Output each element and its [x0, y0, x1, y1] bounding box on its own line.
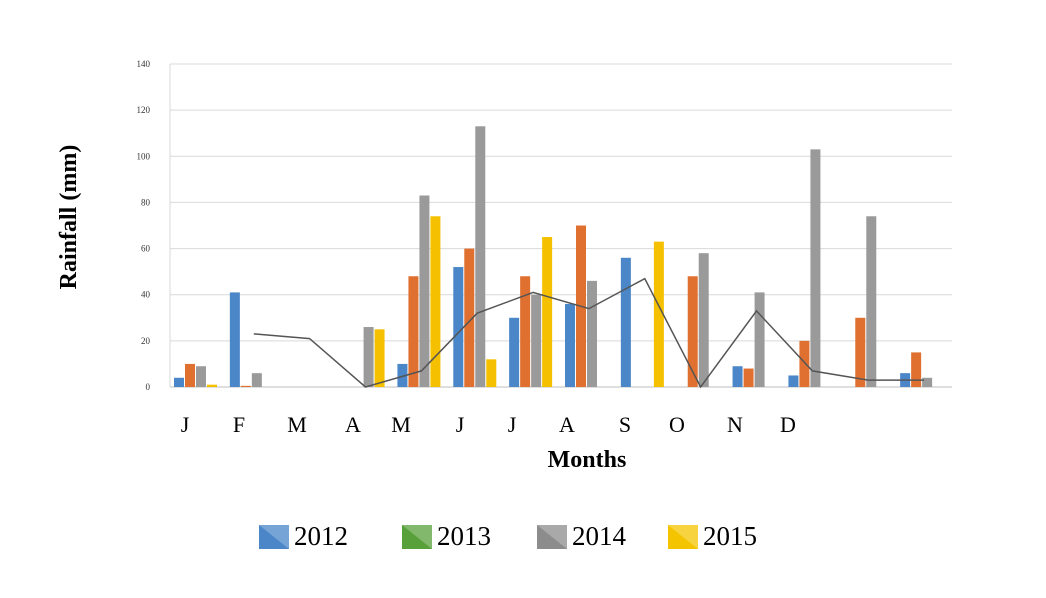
y-tick-labels: 0 20 40 60 80 100 120 140	[137, 59, 151, 392]
x-tick-label: A	[559, 412, 575, 437]
legend-swatch-shine	[668, 525, 698, 549]
x-tick-label: J	[456, 412, 465, 437]
y-tick-label: 40	[141, 290, 151, 300]
y-tick-label: 100	[137, 151, 151, 161]
x-tick-label: J	[181, 412, 190, 437]
bar-2012	[229, 292, 240, 387]
bar-2015	[374, 329, 385, 387]
legend-label: 2013	[437, 521, 491, 551]
grid-lines	[169, 63, 952, 388]
bar-2013	[240, 385, 251, 387]
trend-line	[253, 277, 925, 389]
bar-2012	[453, 267, 464, 387]
x-tick-label: M	[287, 412, 307, 437]
legend-swatch-shine	[537, 525, 567, 549]
legend-swatch-shine	[259, 525, 289, 549]
legend-label: 2014	[572, 521, 627, 551]
x-tick-label: F	[233, 412, 245, 437]
bar-2014	[251, 373, 262, 387]
bar-2012	[174, 377, 184, 387]
legend-swatch	[402, 525, 432, 549]
bar-2012	[620, 257, 631, 387]
legend-swatch	[668, 525, 698, 549]
bar-2014	[922, 377, 933, 387]
bar-2014	[698, 253, 709, 387]
bar-2013	[464, 248, 475, 387]
bar-2014	[587, 280, 597, 387]
legend: 2012 2013 2014 2015	[259, 521, 757, 551]
bar-2015	[486, 359, 497, 387]
bar-2014	[531, 294, 542, 387]
x-tick-label: J	[508, 412, 517, 437]
bar-2015	[542, 237, 553, 387]
y-tick-label: 80	[141, 197, 151, 207]
x-tick-label: S	[619, 412, 631, 437]
legend-swatch	[537, 525, 567, 549]
legend-label: 2012	[294, 521, 348, 551]
y-axis-title: Rainfall (mm)	[56, 145, 82, 290]
y-tick-label: 0	[146, 382, 151, 392]
bar-2014	[363, 327, 374, 387]
bar-2012	[397, 363, 408, 387]
trend-polyline	[253, 277, 925, 389]
y-tick-label: 60	[141, 244, 151, 254]
bar-2012	[565, 303, 575, 387]
bar-2013	[743, 368, 754, 387]
bar-2013	[855, 317, 866, 387]
bar-2013	[799, 340, 810, 387]
bar-2014	[810, 149, 821, 387]
bar-2013	[408, 276, 419, 387]
y-tick-label: 20	[141, 336, 151, 346]
bar-2012	[788, 375, 799, 387]
bar-2013	[687, 276, 698, 387]
bar-2012	[732, 366, 743, 387]
bar-2015	[653, 241, 664, 387]
bar-2014	[419, 195, 430, 387]
x-tick-label: D	[780, 412, 796, 437]
x-tick-label: M	[391, 412, 411, 437]
bar-2015	[430, 216, 441, 387]
bar-2014	[475, 126, 486, 388]
legend-label: 2015	[703, 521, 757, 551]
x-axis-title: Months	[548, 447, 627, 473]
bar-2013	[911, 352, 922, 387]
legend-swatch-shine	[402, 525, 432, 549]
y-tick-label: 140	[137, 59, 151, 69]
x-tick-label: N	[727, 412, 743, 437]
bar-2013	[185, 363, 195, 387]
x-tick-label: A	[345, 412, 361, 437]
legend-swatch	[259, 525, 289, 549]
bar-2012	[509, 317, 520, 387]
bar-2014	[196, 366, 206, 387]
bar-2013	[520, 276, 531, 387]
bar-2014	[866, 216, 877, 387]
y-tick-label: 120	[137, 105, 151, 115]
x-tick-label: O	[669, 412, 685, 437]
bar-2014	[754, 292, 765, 387]
bar-2015	[207, 384, 217, 387]
bars	[174, 126, 933, 388]
